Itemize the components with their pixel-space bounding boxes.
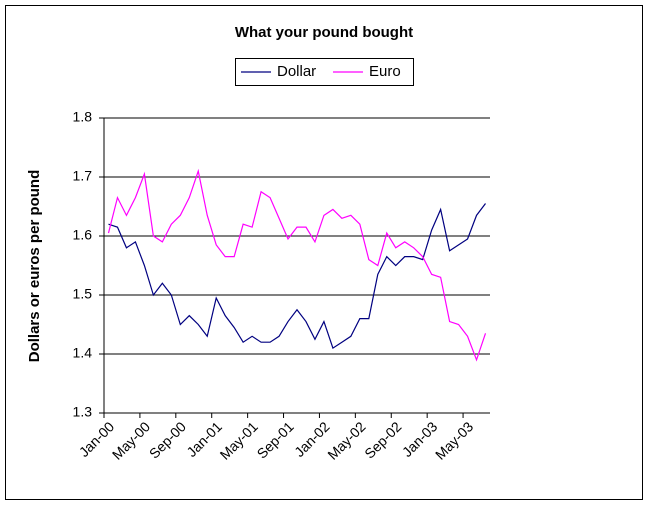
y-tick-label: 1.5 xyxy=(73,286,93,302)
y-tick-label: 1.4 xyxy=(73,345,93,361)
chart-border xyxy=(5,5,643,500)
y-axis-label: Dollars or euros per pound xyxy=(26,170,43,363)
legend-label: Dollar xyxy=(277,63,316,80)
legend-label: Euro xyxy=(369,63,401,80)
line-series xyxy=(108,203,486,350)
y-tick-label: 1.8 xyxy=(73,109,93,125)
y-tick-label: 1.7 xyxy=(73,168,93,184)
line-series xyxy=(107,168,487,362)
y-tick-label: 1.6 xyxy=(73,227,93,243)
chart-title: What your pound bought xyxy=(235,24,413,41)
y-tick-label: 1.3 xyxy=(73,404,93,420)
